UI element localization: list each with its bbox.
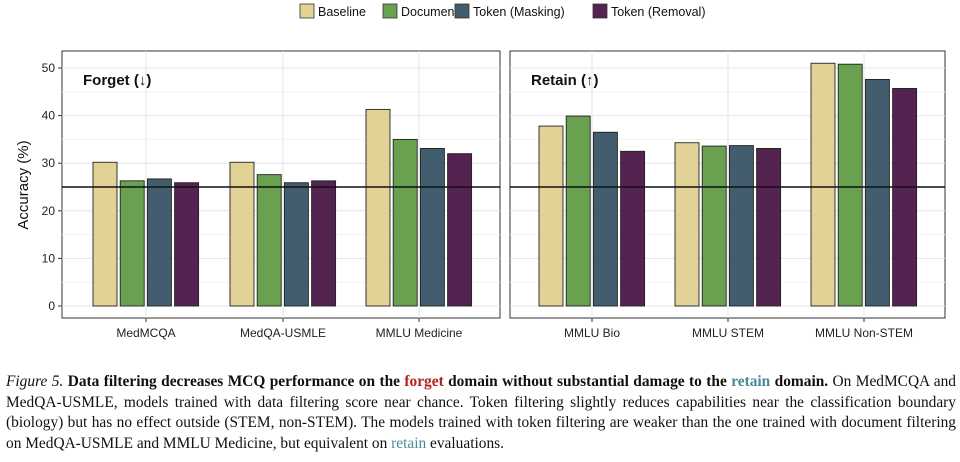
bar bbox=[311, 180, 337, 307]
legend-label: Baseline bbox=[318, 5, 366, 19]
bar bbox=[810, 62, 836, 307]
x-tick-label: MMLU STEM bbox=[692, 326, 764, 340]
bar bbox=[538, 125, 564, 307]
x-tick-label: MedQA-USMLE bbox=[240, 326, 326, 340]
x-tick-label: MMLU Medicine bbox=[376, 326, 463, 340]
bar bbox=[756, 147, 782, 307]
legend-swatch bbox=[299, 3, 315, 19]
bar bbox=[565, 115, 591, 307]
caption-bold-b: domain without substantial damage to the bbox=[443, 373, 732, 390]
caption-text-b: evaluations. bbox=[426, 434, 504, 452]
bar bbox=[365, 108, 391, 307]
bar bbox=[119, 180, 145, 307]
figure-caption: Figure 5. Data filtering decreases MCQ p… bbox=[6, 372, 956, 454]
bar bbox=[92, 161, 118, 307]
bar bbox=[392, 138, 418, 307]
caption-bold: Data filtering decreases MCQ performance… bbox=[68, 373, 828, 390]
bar-chart: Baseline Document Token (Masking) Token (Re… bbox=[15, 3, 946, 340]
bar bbox=[674, 142, 700, 307]
legend-swatch bbox=[382, 3, 398, 19]
bar bbox=[419, 147, 445, 307]
retain-word-2: retain bbox=[391, 434, 427, 452]
x-tick-label: MMLU Non-STEM bbox=[815, 326, 913, 340]
y-tick-label: 0 bbox=[48, 299, 55, 313]
y-tick-label: 10 bbox=[42, 251, 56, 265]
bar bbox=[174, 182, 200, 307]
bar bbox=[146, 178, 172, 307]
bar bbox=[892, 88, 918, 307]
bar bbox=[256, 174, 282, 307]
legend-label: Token (Masking) bbox=[473, 5, 565, 19]
y-tick-label: 20 bbox=[42, 204, 56, 218]
bar bbox=[447, 153, 473, 307]
bar bbox=[620, 150, 646, 307]
y-tick-label: 30 bbox=[42, 156, 56, 170]
bar bbox=[864, 78, 890, 307]
y-axis-label: Accuracy (%) bbox=[15, 140, 32, 229]
caption-text-a: On MedMCQA and MedQA-USMLE, models train… bbox=[6, 373, 956, 452]
x-tick-label: MMLU Bio bbox=[564, 326, 620, 340]
forget-word: forget bbox=[404, 373, 444, 390]
legend-label: Document bbox=[401, 5, 458, 19]
bar bbox=[229, 161, 255, 307]
bar bbox=[728, 145, 754, 307]
caption-bold-a: Data filtering decreases MCQ performance… bbox=[67, 373, 405, 390]
bar bbox=[701, 145, 727, 307]
panel-title: Retain (↑) bbox=[531, 72, 599, 89]
caption-bold-c: domain. bbox=[770, 373, 829, 390]
bar bbox=[283, 182, 309, 307]
panel-title: Forget (↓) bbox=[83, 72, 151, 89]
legend-label: Token (Removal) bbox=[611, 5, 705, 19]
bar bbox=[592, 131, 618, 307]
y-tick-label: 50 bbox=[42, 61, 56, 75]
caption-label: Figure 5. bbox=[6, 373, 64, 390]
legend-swatch bbox=[454, 3, 470, 19]
legend-swatch bbox=[592, 3, 608, 19]
bar bbox=[837, 63, 863, 307]
y-tick-label: 40 bbox=[42, 109, 56, 123]
retain-word: retain bbox=[731, 373, 771, 390]
x-tick-label: MedMCQA bbox=[116, 326, 175, 340]
